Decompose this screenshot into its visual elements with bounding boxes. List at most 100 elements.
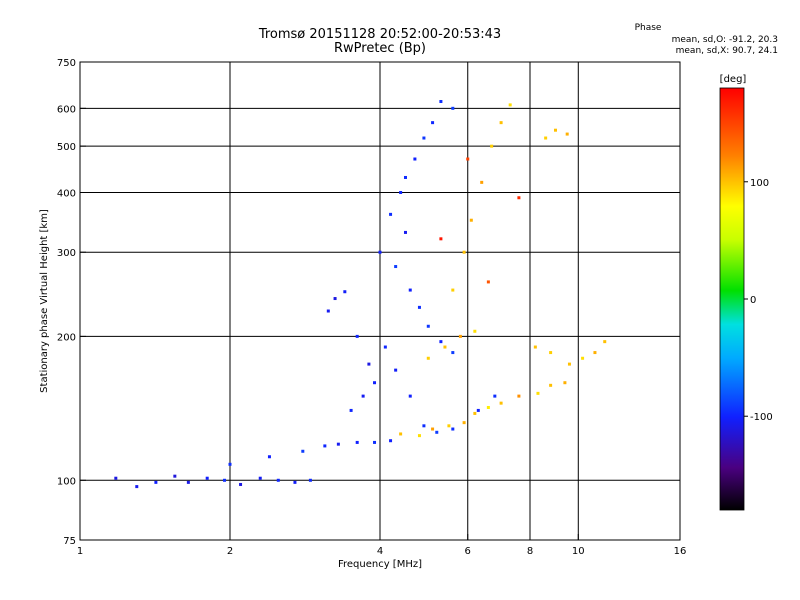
data-point-x bbox=[544, 136, 548, 140]
data-point-o bbox=[258, 476, 262, 480]
data-point-o bbox=[394, 265, 398, 269]
data-point-x bbox=[451, 288, 455, 292]
data-point-o bbox=[435, 430, 439, 434]
y-tick-label: 300 bbox=[57, 248, 76, 259]
data-point-o bbox=[403, 175, 407, 179]
colorbar-tick-label: -100 bbox=[750, 412, 773, 423]
data-point-x bbox=[447, 424, 451, 428]
data-point-o bbox=[389, 439, 393, 443]
data-point-o bbox=[343, 290, 347, 294]
scatter-points bbox=[114, 100, 607, 489]
data-point-o bbox=[349, 408, 353, 412]
grid-lines bbox=[80, 62, 680, 540]
x-axis-label: Frequency [MHz] bbox=[338, 559, 422, 570]
data-point-o bbox=[361, 394, 365, 398]
data-point-x bbox=[490, 144, 494, 148]
data-point-x bbox=[603, 340, 607, 344]
data-point-o bbox=[114, 476, 118, 480]
data-point-o bbox=[173, 474, 177, 478]
x-tick-label: 8 bbox=[527, 546, 533, 557]
data-point-o bbox=[431, 121, 435, 125]
colorbar bbox=[719, 87, 745, 511]
data-point-o bbox=[378, 250, 382, 254]
data-point-x bbox=[533, 345, 537, 349]
y-tick-label: 75 bbox=[63, 536, 76, 547]
data-point-x bbox=[462, 421, 466, 425]
data-point-o bbox=[389, 212, 393, 216]
data-point-x bbox=[553, 128, 557, 132]
colorbar-tick-label: 100 bbox=[750, 178, 769, 189]
x-tick-label: 16 bbox=[674, 546, 687, 557]
data-point-o bbox=[186, 480, 190, 484]
data-point-o bbox=[383, 345, 387, 349]
data-point-o bbox=[333, 297, 337, 301]
data-point-o bbox=[154, 480, 158, 484]
data-point-x bbox=[466, 157, 470, 161]
data-point-x bbox=[517, 394, 521, 398]
data-point-o bbox=[439, 100, 443, 104]
data-point-x bbox=[486, 280, 490, 284]
colorbar-ticks: 100 0 -100 bbox=[744, 178, 773, 423]
data-point-x bbox=[486, 405, 490, 409]
data-point-x bbox=[417, 434, 421, 438]
data-point-x bbox=[567, 362, 571, 366]
axis-ticks: 1 2 4 6 8 10 16 75 100 200 300 400 500 600 750 bbox=[57, 58, 686, 557]
data-point-o bbox=[373, 440, 377, 444]
data-point-o bbox=[293, 480, 297, 484]
data-point-o bbox=[422, 136, 426, 140]
x-tick-label: 2 bbox=[227, 546, 233, 557]
chart-title: Tromsø 20151128 20:52:00-20:53:43 bbox=[258, 27, 501, 42]
data-point-o bbox=[228, 462, 232, 466]
data-point-x bbox=[443, 345, 447, 349]
data-point-o bbox=[373, 381, 377, 385]
colorbar-tick-label: 0 bbox=[750, 295, 756, 306]
y-tick-label: 400 bbox=[57, 188, 76, 199]
data-point-o bbox=[323, 444, 327, 448]
data-point-o bbox=[408, 394, 412, 398]
data-point-o bbox=[355, 440, 359, 444]
phase-o-stats: mean, sd,O: -91.2, 20.3 bbox=[672, 35, 778, 45]
x-tick-label: 6 bbox=[465, 546, 471, 557]
y-tick-label: 600 bbox=[57, 104, 76, 115]
data-point-o bbox=[135, 485, 139, 489]
data-point-x bbox=[469, 218, 473, 222]
data-point-o bbox=[451, 427, 455, 431]
data-point-x bbox=[499, 121, 503, 125]
data-point-o bbox=[267, 455, 271, 459]
data-point-x bbox=[458, 334, 462, 338]
y-tick-label: 100 bbox=[57, 476, 76, 487]
data-point-o bbox=[476, 408, 480, 412]
y-tick-label: 200 bbox=[57, 332, 76, 343]
data-point-o bbox=[239, 482, 243, 486]
data-point-o bbox=[451, 106, 455, 110]
data-point-o bbox=[451, 351, 455, 355]
data-point-o bbox=[417, 305, 421, 309]
data-point-o bbox=[205, 476, 209, 480]
data-point-o bbox=[308, 478, 312, 482]
data-point-o bbox=[326, 309, 330, 313]
phase-x-stats: mean, sd,X: 90.7, 24.1 bbox=[676, 46, 778, 56]
data-point-x bbox=[549, 351, 553, 355]
phase-header: Phase bbox=[635, 23, 662, 33]
x-tick-label: 1 bbox=[77, 546, 83, 557]
data-point-o bbox=[336, 442, 340, 446]
data-point-x bbox=[508, 103, 512, 107]
y-tick-label: 750 bbox=[57, 58, 76, 69]
data-point-o bbox=[493, 394, 497, 398]
data-point-o bbox=[439, 340, 443, 344]
data-point-o bbox=[426, 324, 430, 328]
data-point-o bbox=[413, 157, 417, 161]
data-point-o bbox=[355, 334, 359, 338]
data-point-o bbox=[394, 368, 398, 372]
x-tick-label: 10 bbox=[572, 546, 585, 557]
data-point-x bbox=[593, 351, 597, 355]
data-point-x bbox=[549, 383, 553, 387]
data-point-x bbox=[462, 250, 466, 254]
data-point-x bbox=[517, 196, 521, 200]
data-point-o bbox=[276, 478, 280, 482]
data-point-o bbox=[403, 230, 407, 234]
data-point-x bbox=[499, 401, 503, 405]
data-point-o bbox=[223, 478, 227, 482]
chart-subtitle: RwPretec (Bp) bbox=[334, 41, 426, 56]
data-point-x bbox=[563, 381, 567, 385]
